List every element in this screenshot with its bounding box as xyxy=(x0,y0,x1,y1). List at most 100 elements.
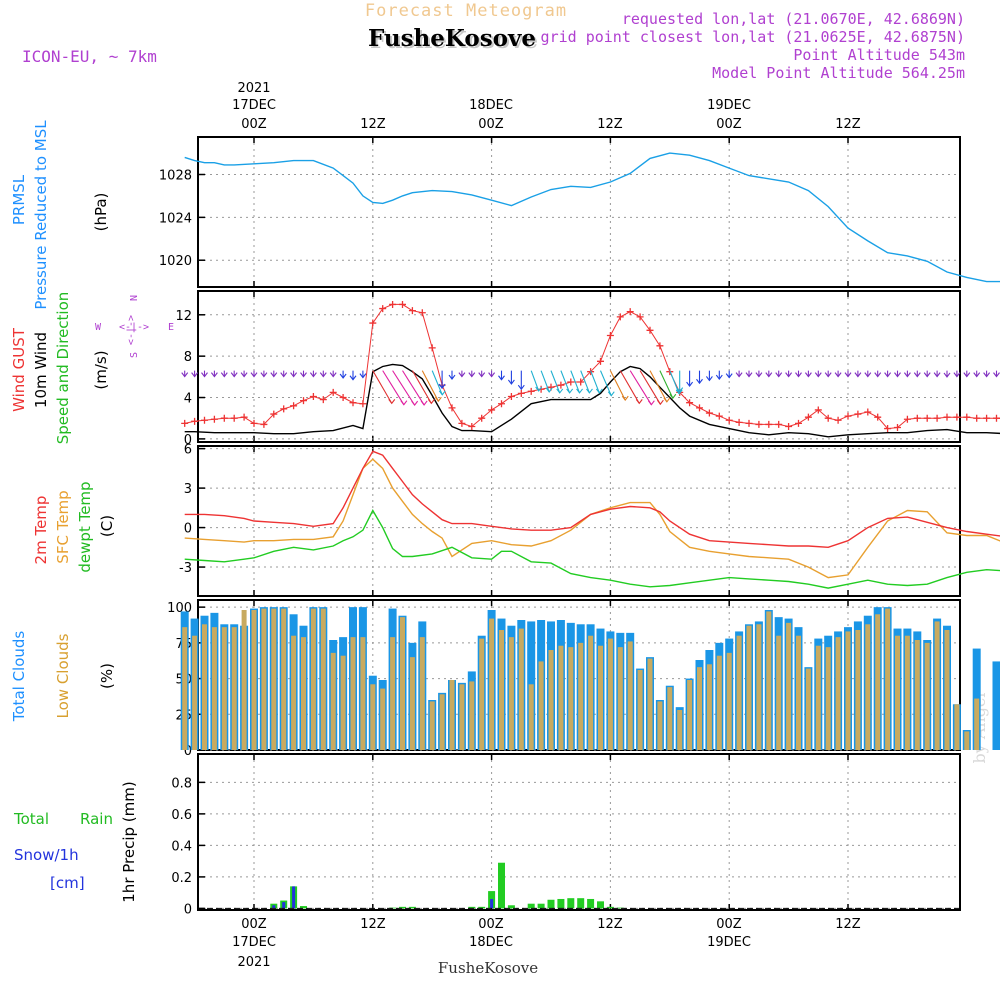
gust-marker xyxy=(884,425,892,433)
rain-bar xyxy=(300,906,307,909)
location-title-shadow: FusheKosove xyxy=(370,27,538,54)
low-cloud-bar xyxy=(776,635,782,750)
label-hpa: (hPa) xyxy=(92,193,110,232)
wind-arrow xyxy=(530,370,540,392)
low-cloud-bar xyxy=(370,684,376,750)
label-pressure: Pressure Reduced to MSL xyxy=(32,120,50,310)
wind-arrow xyxy=(570,370,581,394)
rain-bar xyxy=(527,903,535,909)
panel-frame xyxy=(197,136,961,288)
low-cloud-bar xyxy=(489,618,495,750)
low-cloud-bar xyxy=(617,647,623,750)
gust-marker xyxy=(795,419,802,427)
label-dewpt-temp: dewpt Temp xyxy=(76,481,94,572)
y-tick-label: 0 xyxy=(184,433,192,448)
gust-marker xyxy=(943,413,951,421)
gust-marker xyxy=(725,416,733,424)
gust-marker xyxy=(636,313,644,321)
compass-e: E xyxy=(168,322,174,333)
wind-arrowhead xyxy=(319,372,327,378)
low-cloud-bar xyxy=(687,680,693,750)
top-hour-3: 00Z xyxy=(478,117,504,132)
top-hour-1: 00Z xyxy=(241,117,267,132)
label-snow: Snow/1h xyxy=(14,846,79,864)
low-cloud-bar xyxy=(588,635,594,750)
low-cloud-bar xyxy=(657,701,663,750)
gust-marker xyxy=(428,344,436,352)
gust-marker xyxy=(874,413,882,421)
low-cloud-bar xyxy=(914,640,920,750)
bottom-year: 2021 xyxy=(237,955,270,970)
gust-marker xyxy=(517,389,525,397)
wind-arrowhead xyxy=(595,388,603,394)
wind-arrowhead xyxy=(854,372,862,378)
snow-bar xyxy=(490,898,494,909)
y-tick-label: 0.4 xyxy=(171,839,192,854)
gust-marker xyxy=(953,413,961,421)
point-altitude: Point Altitude 543m xyxy=(793,46,965,64)
wind-arrowhead xyxy=(280,372,288,378)
low-cloud-bar xyxy=(815,645,821,750)
wind-arrowhead xyxy=(983,372,991,378)
gust-marker xyxy=(557,381,565,389)
wind-arrowhead xyxy=(585,388,593,394)
rain-bar xyxy=(478,906,486,909)
low-cloud-bar xyxy=(380,688,386,750)
gust-marker xyxy=(903,415,911,423)
low-cloud-bar xyxy=(786,622,792,750)
wind-arrowhead xyxy=(725,373,733,379)
low-cloud-bar xyxy=(558,645,564,750)
low-cloud-bar xyxy=(697,667,702,750)
y-tick-label: 0.6 xyxy=(171,808,192,823)
compass-vertical: <-|-> xyxy=(126,315,137,345)
low-cloud-bar xyxy=(429,701,435,750)
y-tick-label: 1020 xyxy=(159,254,192,269)
low-cloud-bar xyxy=(677,710,683,750)
low-cloud-bar xyxy=(360,637,366,750)
wind-arrowhead xyxy=(913,372,921,378)
location-title: FusheKosove xyxy=(368,25,536,52)
low-cloud-bar xyxy=(845,631,851,750)
chart-title: Forecast Meteogram xyxy=(365,1,567,21)
panel-frame xyxy=(197,445,961,597)
wind-arrowhead xyxy=(785,372,793,378)
low-cloud-bar xyxy=(211,627,217,750)
low-cloud-bar xyxy=(231,627,237,750)
y-tick-label: 0.2 xyxy=(171,871,192,886)
wind-arrowhead xyxy=(933,372,941,378)
wind-arrowhead xyxy=(556,388,564,394)
wind-arrowhead xyxy=(963,372,971,378)
wind-arrowhead xyxy=(250,372,258,378)
label-rain: Rain xyxy=(80,810,113,828)
wind-arrow xyxy=(629,370,652,405)
snow-bar xyxy=(282,902,286,909)
low-cloud-bar xyxy=(330,652,336,750)
label-precip-axis: 1hr Precip (mm) xyxy=(120,781,138,902)
wind-arrowhead xyxy=(434,396,442,403)
label-sfc-temp: SFC Temp xyxy=(54,490,72,563)
wind-arrowhead xyxy=(339,373,347,379)
low-cloud-bar xyxy=(528,684,534,750)
low-cloud-bar xyxy=(499,630,504,750)
top-date-1: 17DEC xyxy=(232,98,276,113)
wind-arrowhead xyxy=(874,372,882,378)
top-hour-2: 12Z xyxy=(360,117,386,132)
wind-arrowhead xyxy=(566,388,574,394)
label-low-clouds: Low Clouds xyxy=(54,633,72,718)
gust-marker xyxy=(201,416,208,424)
top-hour-6: 12Z xyxy=(835,117,861,132)
low-cloud-bar xyxy=(202,624,207,750)
low-cloud-bar xyxy=(310,608,316,750)
gust-marker xyxy=(894,424,901,432)
low-cloud-bar xyxy=(885,608,891,750)
low-cloud-bar xyxy=(459,684,465,750)
wind-arrowhead xyxy=(884,372,892,378)
wind-arrowhead xyxy=(844,372,852,378)
wind-arrow xyxy=(550,370,561,394)
y-tick-label: 0 xyxy=(184,902,192,917)
wind-arrowhead xyxy=(804,372,812,378)
panel-frame xyxy=(197,290,961,443)
gust-marker xyxy=(498,400,505,408)
wind-arrowhead xyxy=(953,372,961,378)
